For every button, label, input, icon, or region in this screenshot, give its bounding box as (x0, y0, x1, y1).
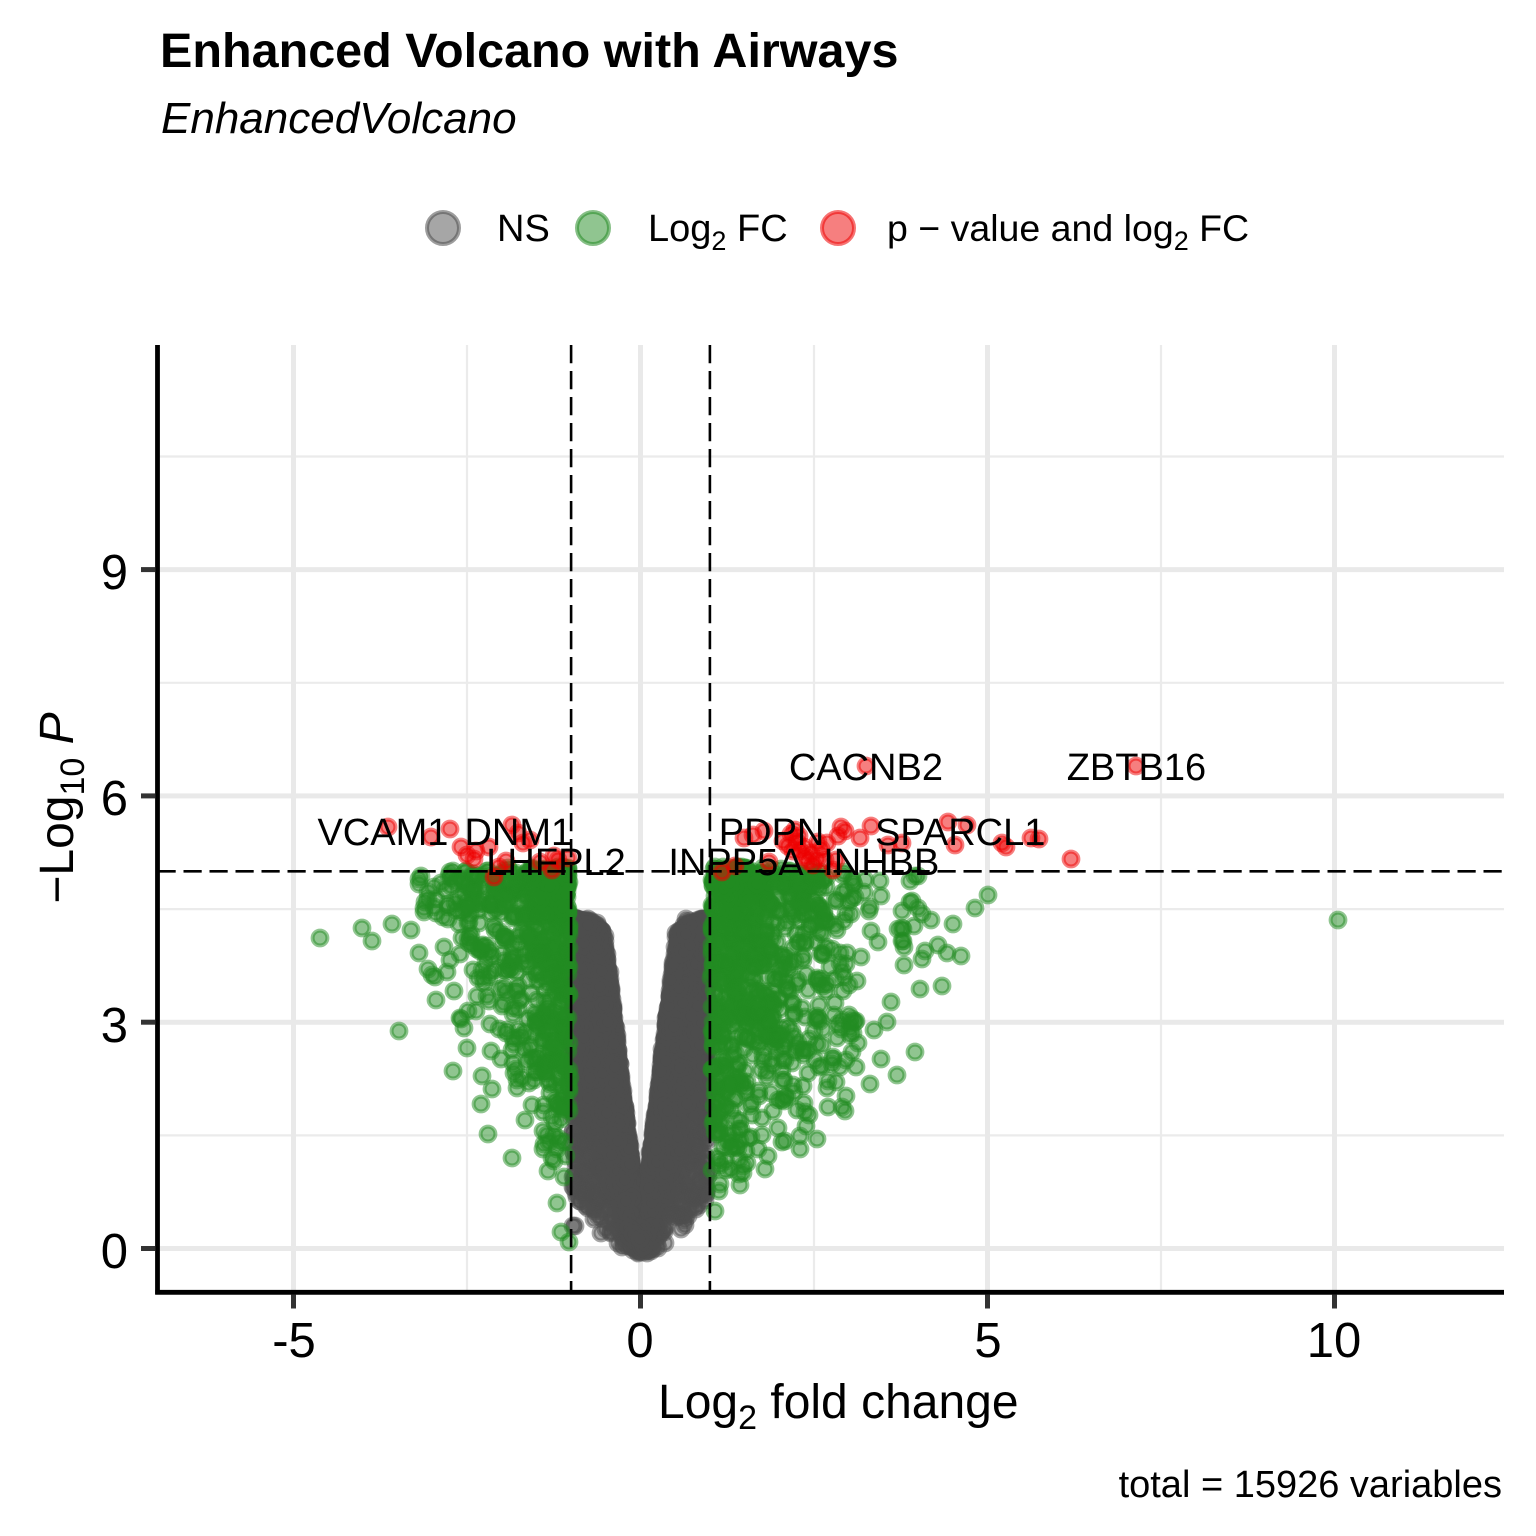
svg-text:SPARCL1: SPARCL1 (875, 812, 1045, 854)
svg-text:NS: NS (497, 208, 550, 250)
svg-text:6: 6 (101, 772, 128, 826)
svg-text:3: 3 (101, 999, 128, 1053)
svg-text:0: 0 (101, 1225, 128, 1279)
svg-text:ZBTB16: ZBTB16 (1067, 747, 1206, 789)
svg-text:9: 9 (101, 546, 128, 600)
svg-text:VCAM1: VCAM1 (317, 812, 448, 854)
svg-text:0: 0 (626, 1314, 653, 1368)
svg-text:5: 5 (974, 1314, 1001, 1368)
svg-text:total = 15926 variables: total = 15926 variables (1119, 1464, 1502, 1506)
svg-text:LHFPL2: LHFPL2 (486, 842, 625, 884)
svg-text:Log2 fold change: Log2 fold change (658, 1376, 1019, 1437)
svg-text:10: 10 (1307, 1314, 1362, 1368)
svg-text:-5: -5 (272, 1314, 316, 1368)
svg-text:−Log10 P: −Log10 P (31, 712, 92, 903)
svg-text:PDPN: PDPN (719, 812, 825, 854)
svg-text:p − value and log2 FC: p − value and log2 FC (887, 207, 1249, 256)
svg-text:Enhanced Volcano with Airways: Enhanced Volcano with Airways (160, 24, 898, 78)
svg-text:CACNB2: CACNB2 (789, 747, 943, 789)
svg-text:EnhancedVolcano: EnhancedVolcano (161, 94, 517, 143)
